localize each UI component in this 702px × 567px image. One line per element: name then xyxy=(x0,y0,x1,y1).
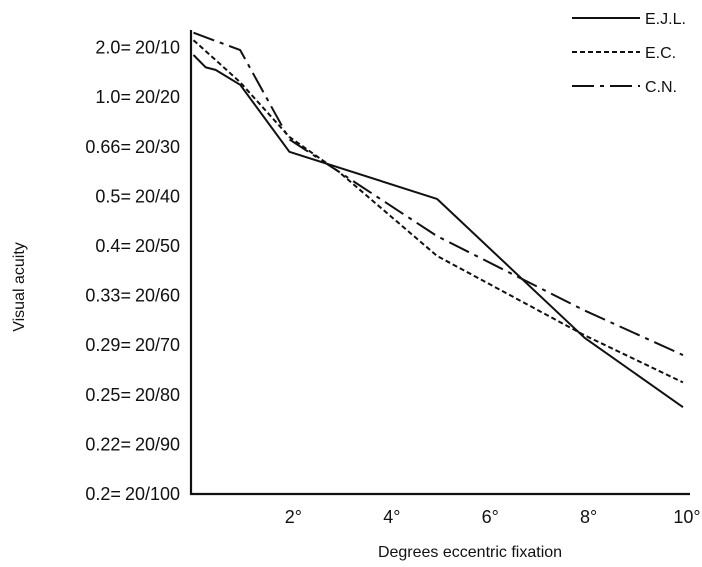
x-axis-label: Degrees eccentric fixation xyxy=(378,544,562,561)
x-tick-label: 4° xyxy=(383,507,400,527)
x-tick-label: 2° xyxy=(285,507,302,527)
series-line-3 xyxy=(193,31,684,357)
series-lines xyxy=(192,31,684,409)
y-tick-label: 0.29= 20/70 xyxy=(85,335,180,355)
y-tick-label: 0.66= 20/30 xyxy=(85,137,180,157)
y-tick-label: 0.22= 20/90 xyxy=(85,434,180,454)
legend: E.J.L. E.C. C.N. xyxy=(572,11,686,96)
series-line-2 xyxy=(192,39,684,384)
y-tick-label: 0.2= 20/100 xyxy=(85,484,180,504)
y-tick-label: 0.4= 20/50 xyxy=(95,236,180,256)
y-tick-label: 0.33= 20/60 xyxy=(85,286,180,306)
x-tick-label: 10° xyxy=(673,507,700,527)
y-tick-label: 2.0= 20/10 xyxy=(95,38,180,58)
legend-label: C.N. xyxy=(645,79,677,96)
y-axis-tick-labels: 0.2= 20/100 0.22= 20/90 0.25= 20/80 0.29= 20/70… xyxy=(85,38,180,504)
x-axis-tick-labels: 2° 4° 6° 8° 10° xyxy=(285,507,701,527)
y-tick-label: 0.25= 20/80 xyxy=(85,385,180,405)
legend-label: E.C. xyxy=(645,45,676,62)
series-line-1 xyxy=(192,54,684,409)
y-tick-label: 1.0= 20/20 xyxy=(95,87,180,107)
y-axis-label: Visual acuity xyxy=(11,242,28,332)
x-tick-label: 6° xyxy=(482,507,499,527)
legend-label: E.J.L. xyxy=(645,11,686,28)
x-tick-label: 8° xyxy=(580,507,597,527)
y-tick-label: 0.5= 20/40 xyxy=(95,186,180,206)
